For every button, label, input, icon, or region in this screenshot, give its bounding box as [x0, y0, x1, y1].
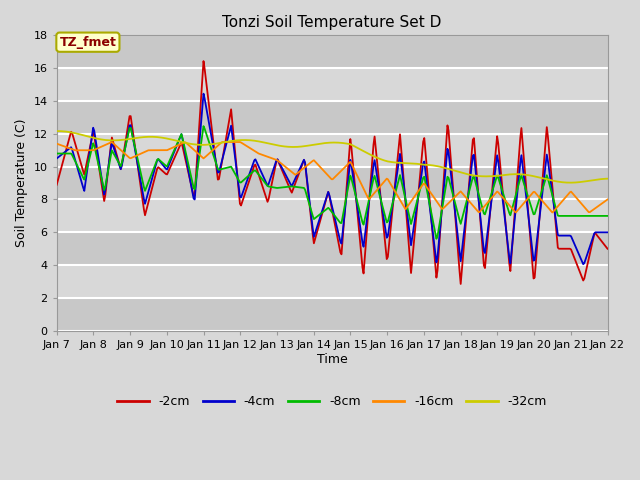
Bar [57, 298, 607, 331]
Bar [57, 134, 607, 167]
Bar [57, 167, 607, 200]
Title: Tonzi Soil Temperature Set D: Tonzi Soil Temperature Set D [223, 15, 442, 30]
Bar [57, 200, 607, 232]
Bar [57, 68, 607, 101]
Y-axis label: Soil Temperature (C): Soil Temperature (C) [15, 119, 28, 247]
Bar [57, 232, 607, 265]
Text: TZ_fmet: TZ_fmet [60, 36, 116, 48]
Bar [57, 265, 607, 298]
Bar [57, 101, 607, 134]
Bar [57, 36, 607, 68]
Legend: -2cm, -4cm, -8cm, -16cm, -32cm: -2cm, -4cm, -8cm, -16cm, -32cm [112, 390, 552, 413]
X-axis label: Time: Time [317, 353, 348, 366]
